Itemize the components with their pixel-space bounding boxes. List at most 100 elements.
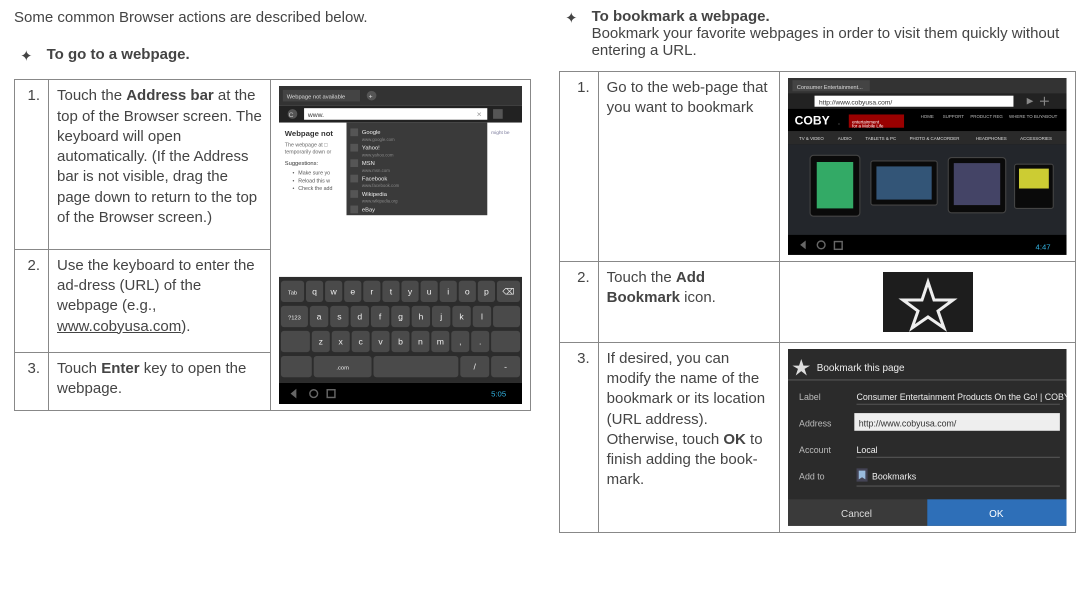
svg-text:m: m [437,337,444,347]
right-screenshot-2 [780,261,1076,342]
svg-text:?123: ?123 [288,316,301,322]
svg-text:Yahoo!: Yahoo! [362,146,380,152]
step-number: 3. [15,352,49,411]
svg-text:www.msn.com: www.msn.com [362,168,390,173]
left-column: Some common Browser actions are describe… [14,8,531,533]
svg-text:n: n [418,337,423,347]
svg-text:r: r [370,287,373,297]
svg-text:.com: .com [336,366,349,372]
left-screenshot-cell: Webpage not available + C www. × Web [271,80,531,411]
svg-text:s: s [337,312,342,322]
step-text: Touch the Add Bookmark icon. [598,261,780,342]
step-number: 3. [560,342,599,532]
svg-text:Label: Label [800,392,822,402]
add-bookmark-icon [883,272,973,332]
svg-text:WHERE TO BUY: WHERE TO BUY [1010,114,1044,119]
browser-keyboard-screenshot: Webpage not available + C www. × Web [279,86,522,404]
step-number: 2. [560,261,599,342]
svg-text:http://www.cobyusa.com/: http://www.cobyusa.com/ [819,100,892,107]
svg-text:www.: www. [307,112,324,119]
svg-text:Google: Google [362,130,381,136]
svg-text:TV & VIDEO: TV & VIDEO [800,136,825,141]
left-section-title: To go to a webpage. [47,46,190,63]
svg-text:C: C [289,112,294,119]
svg-text:ABOUT: ABOUT [1043,114,1058,119]
right-section-heading: ✦ To bookmark a webpage. Bookmark your f… [559,8,1076,59]
svg-text:x: x [339,337,344,347]
svg-text:TABLETS & PC: TABLETS & PC [866,136,898,141]
svg-text:Address: Address [800,418,833,428]
svg-text:.: . [838,116,840,126]
svg-text:q: q [312,287,317,297]
svg-text:Add to: Add to [800,471,826,481]
svg-text:v: v [378,337,383,347]
svg-text:×: × [477,109,482,119]
svg-text:Local: Local [857,445,878,455]
svg-text:a: a [317,312,322,322]
svg-text:⌫: ⌫ [502,287,515,297]
svg-text:PHOTO & CAMCORDER: PHOTO & CAMCORDER [910,136,960,141]
svg-text:Suggestions:: Suggestions: [285,161,319,167]
svg-text:The webpage at □: The webpage at □ [285,143,328,149]
svg-text:h: h [418,312,423,322]
svg-text:z: z [319,337,323,347]
svg-text:eBay: eBay [362,208,375,214]
star-bullet-icon: ✦ [559,8,578,29]
svg-text:Check the add: Check the add [298,186,332,192]
svg-text:Webpage not: Webpage not [285,129,334,138]
svg-text:w: w [330,287,338,297]
svg-text:HEADPHONES: HEADPHONES [976,136,1007,141]
svg-text:www.facebook.com: www.facebook.com [362,183,400,188]
svg-text:•: • [293,186,295,192]
right-column: ✦ To bookmark a webpage. Bookmark your f… [559,8,1076,533]
svg-text:temporarily down or: temporarily down or [285,150,332,156]
svg-text:Account: Account [800,445,832,455]
svg-text:g: g [398,312,403,322]
svg-text:AUDIO: AUDIO [838,136,853,141]
left-steps-table: 1. Touch the Address bar at the top of t… [14,79,531,411]
right-heading-text: To bookmark a webpage. Bookmark your fav… [592,8,1076,59]
svg-text:Consumer Entertainment Product: Consumer Entertainment Products On the G… [857,392,1067,402]
svg-text:www.wikipedia.org: www.wikipedia.org [362,199,398,204]
step-text: Use the keyboard to enter the ad-dress (… [49,249,271,352]
right-screenshot-3: Bookmark this page Label Consumer Entert… [780,342,1076,532]
left-section-heading: ✦ To go to a webpage. [14,46,531,67]
svg-text:OK: OK [990,509,1005,520]
svg-text:www.google.com: www.google.com [362,137,395,142]
right-section-desc: Bookmark your favorite webpages in order… [592,25,1060,59]
svg-text:c: c [358,337,363,347]
coby-site-screenshot: Consumer Entertainment... http://www.cob… [788,78,1067,255]
step-number: 2. [15,249,49,352]
svg-text:y: y [408,287,413,297]
svg-text:•: • [293,171,295,177]
svg-text:Tab: Tab [288,291,297,297]
right-section-title: To bookmark a webpage [592,8,766,25]
svg-text:Cancel: Cancel [842,509,873,520]
svg-text:MSN: MSN [362,161,375,167]
svg-text:e: e [350,287,355,297]
svg-text:SUPPORT: SUPPORT [943,114,965,119]
svg-text:Consumer Entertainment...: Consumer Entertainment... [797,85,863,91]
star-bullet-icon: ✦ [14,46,33,67]
step-text: Touch the Address bar at the top of the … [49,80,271,250]
svg-text:Facebook: Facebook [362,177,387,183]
svg-text:Webpage not available: Webpage not available [287,95,346,101]
svg-text:•: • [293,179,295,185]
svg-text:p: p [484,287,489,297]
svg-text:4:47: 4:47 [1036,242,1051,251]
svg-text:u: u [427,287,432,297]
svg-text:j: j [439,312,442,322]
svg-text:www.yahoo.com: www.yahoo.com [362,153,394,158]
two-column-layout: Some common Browser actions are describe… [14,8,1076,533]
svg-text:+: + [369,94,373,101]
svg-text:HOME: HOME [921,114,934,119]
svg-text:http://www.cobyusa.com/: http://www.cobyusa.com/ [859,418,957,428]
svg-text:l: l [481,312,483,322]
svg-text:.: . [479,337,481,347]
svg-text:might be: might be [491,130,510,136]
svg-text:Make sure yo: Make sure yo [298,171,330,177]
svg-text:d: d [357,312,362,322]
svg-text:Bookmarks: Bookmarks [872,471,917,481]
svg-text:ACCESSORIES: ACCESSORIES [1021,136,1053,141]
svg-text:o: o [465,287,470,297]
